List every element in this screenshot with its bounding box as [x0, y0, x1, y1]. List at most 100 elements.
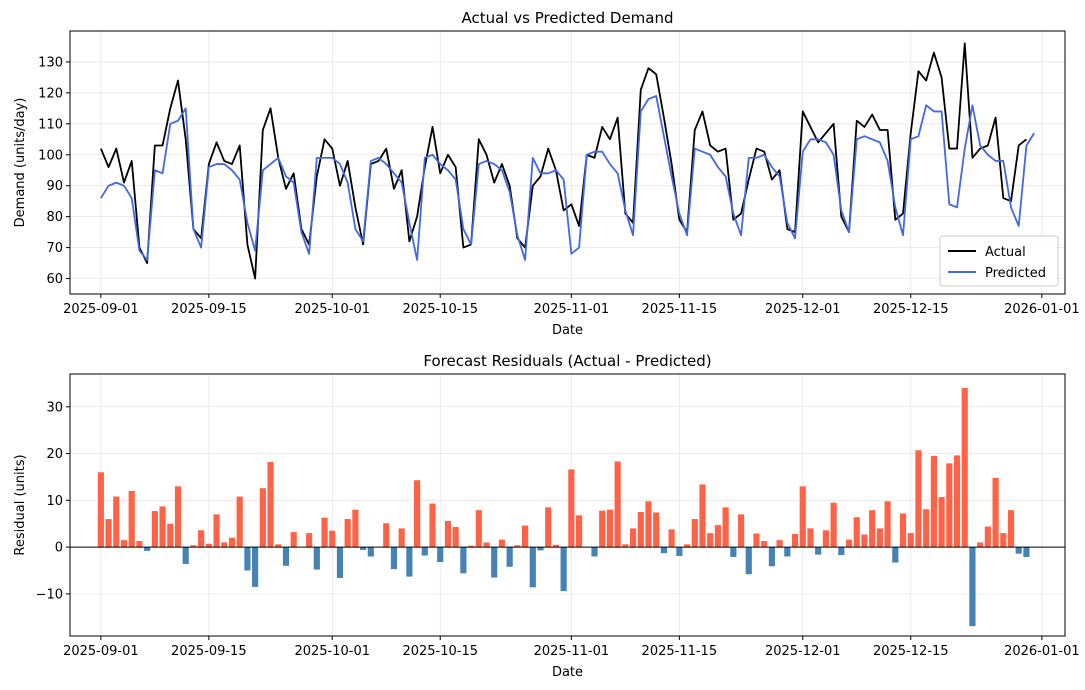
- demand-chart: 2025-09-01 2025-09-15 2025-10-01 2025-10-15…: [13, 9, 1080, 338]
- residual-bar: [491, 547, 498, 578]
- residuals-chart: 2025-09-01 2025-09-15 2025-10-01 2025-10-15…: [13, 352, 1080, 680]
- residual-bar: [1023, 547, 1030, 557]
- residual-bar: [313, 547, 320, 570]
- demand-chart-x-axis-label: Date: [552, 323, 583, 338]
- residual-bar: [599, 510, 606, 548]
- x-tick-label: 2025-11-01: [534, 302, 610, 317]
- residual-bar: [753, 533, 760, 548]
- residual-bar: [938, 497, 945, 548]
- x-tick-label: 2025-12-15: [873, 302, 949, 317]
- residual-bar: [691, 519, 698, 548]
- residual-bar: [483, 542, 490, 548]
- residual-bar: [498, 539, 506, 548]
- residual-bar: [737, 514, 745, 548]
- y-tick-label: 130: [38, 55, 63, 70]
- y-tick-label: −10: [36, 587, 63, 602]
- residual-bar: [198, 530, 205, 548]
- residual-bar: [560, 547, 567, 592]
- residuals-chart-title: Forecast Residuals (Actual - Predicted): [423, 352, 711, 370]
- x-tick-label: 2025-10-01: [294, 644, 370, 659]
- residual-bar: [136, 541, 143, 548]
- residual-bar: [506, 547, 513, 567]
- residual-bar: [97, 472, 104, 548]
- residual-bar: [113, 496, 120, 548]
- x-tick-label: 2025-09-15: [171, 302, 247, 317]
- x-tick-label: 2026-01-01: [1004, 644, 1080, 659]
- residual-bar: [105, 519, 112, 548]
- residual-bar: [961, 388, 968, 548]
- y-tick-label: 90: [46, 179, 63, 194]
- demand-chart-y-axis-label: Demand (units/day): [13, 98, 28, 228]
- demand-chart-frame: [69, 30, 1066, 295]
- y-tick-label: 80: [46, 210, 63, 225]
- x-tick-label: 2025-10-15: [402, 644, 478, 659]
- residual-bar: [306, 533, 313, 548]
- residual-bar: [128, 490, 135, 548]
- residual-bar: [383, 523, 390, 548]
- residual-bar: [637, 512, 644, 548]
- residual-bar: [174, 486, 182, 548]
- residual-bar: [722, 507, 729, 548]
- legend-label-actual: Actual: [985, 245, 1026, 260]
- residual-bar: [668, 529, 675, 548]
- residual-bar: [390, 547, 398, 570]
- y-tick-label: 20: [46, 447, 63, 462]
- series-line-predicted: [100, 95, 1035, 261]
- x-tick-label: 2025-09-01: [63, 302, 139, 317]
- residual-bar: [329, 530, 336, 548]
- residual-bar: [290, 532, 297, 548]
- residual-bar: [653, 512, 660, 548]
- residual-bar: [622, 544, 629, 548]
- legend-label-predicted: Predicted: [985, 266, 1046, 281]
- residual-bar: [822, 530, 829, 548]
- residual-bar: [791, 534, 799, 548]
- x-tick-label: 2025-09-15: [171, 644, 247, 659]
- residual-bar: [151, 511, 158, 548]
- residual-bar: [977, 542, 984, 548]
- residual-bar: [1000, 533, 1007, 548]
- residual-bar: [437, 547, 444, 563]
- y-tick-label: 10: [46, 494, 63, 509]
- residual-bar: [159, 506, 166, 548]
- residual-bar: [730, 547, 737, 557]
- demand-chart-ticks: 2025-09-01 2025-09-15 2025-10-01 2025-10-15…: [38, 55, 1079, 317]
- y-tick-label: 120: [38, 86, 63, 101]
- residual-bar: [182, 547, 189, 564]
- residual-bar: [614, 461, 621, 548]
- residual-bar: [236, 496, 243, 548]
- residuals-chart-bars: [97, 388, 1030, 627]
- residual-bar: [352, 509, 359, 548]
- residual-bar: [930, 455, 937, 548]
- x-tick-label: 2025-11-01: [534, 644, 610, 659]
- residual-bar: [892, 547, 899, 563]
- residual-bar: [884, 501, 891, 548]
- residual-bar: [521, 525, 529, 548]
- residual-bar: [468, 545, 475, 548]
- residual-bar: [282, 547, 290, 566]
- residual-bar: [845, 539, 853, 548]
- x-tick-label: 2025-12-15: [873, 644, 949, 659]
- residual-bar: [429, 503, 436, 548]
- residual-bar: [367, 547, 374, 557]
- residual-bar: [398, 528, 405, 548]
- residuals-chart-frame: [69, 373, 1066, 637]
- residual-bar: [537, 547, 544, 551]
- demand-chart-marks: [100, 42, 1035, 280]
- residual-bar: [853, 517, 860, 548]
- residual-bar: [275, 544, 282, 548]
- residual-bar: [244, 547, 251, 571]
- residual-bar: [406, 547, 413, 577]
- residual-bar: [414, 480, 421, 548]
- residual-bar: [444, 520, 452, 548]
- x-tick-label: 2025-09-01: [63, 644, 139, 659]
- residual-bar: [213, 514, 220, 548]
- residual-bar: [221, 542, 228, 548]
- residual-bar: [344, 519, 351, 548]
- residual-bar: [252, 547, 259, 587]
- residual-bar: [676, 547, 683, 556]
- residual-bar: [259, 488, 266, 548]
- x-tick-label: 2025-11-15: [642, 302, 718, 317]
- y-tick-label: 0: [55, 541, 63, 556]
- residual-bar: [552, 544, 560, 548]
